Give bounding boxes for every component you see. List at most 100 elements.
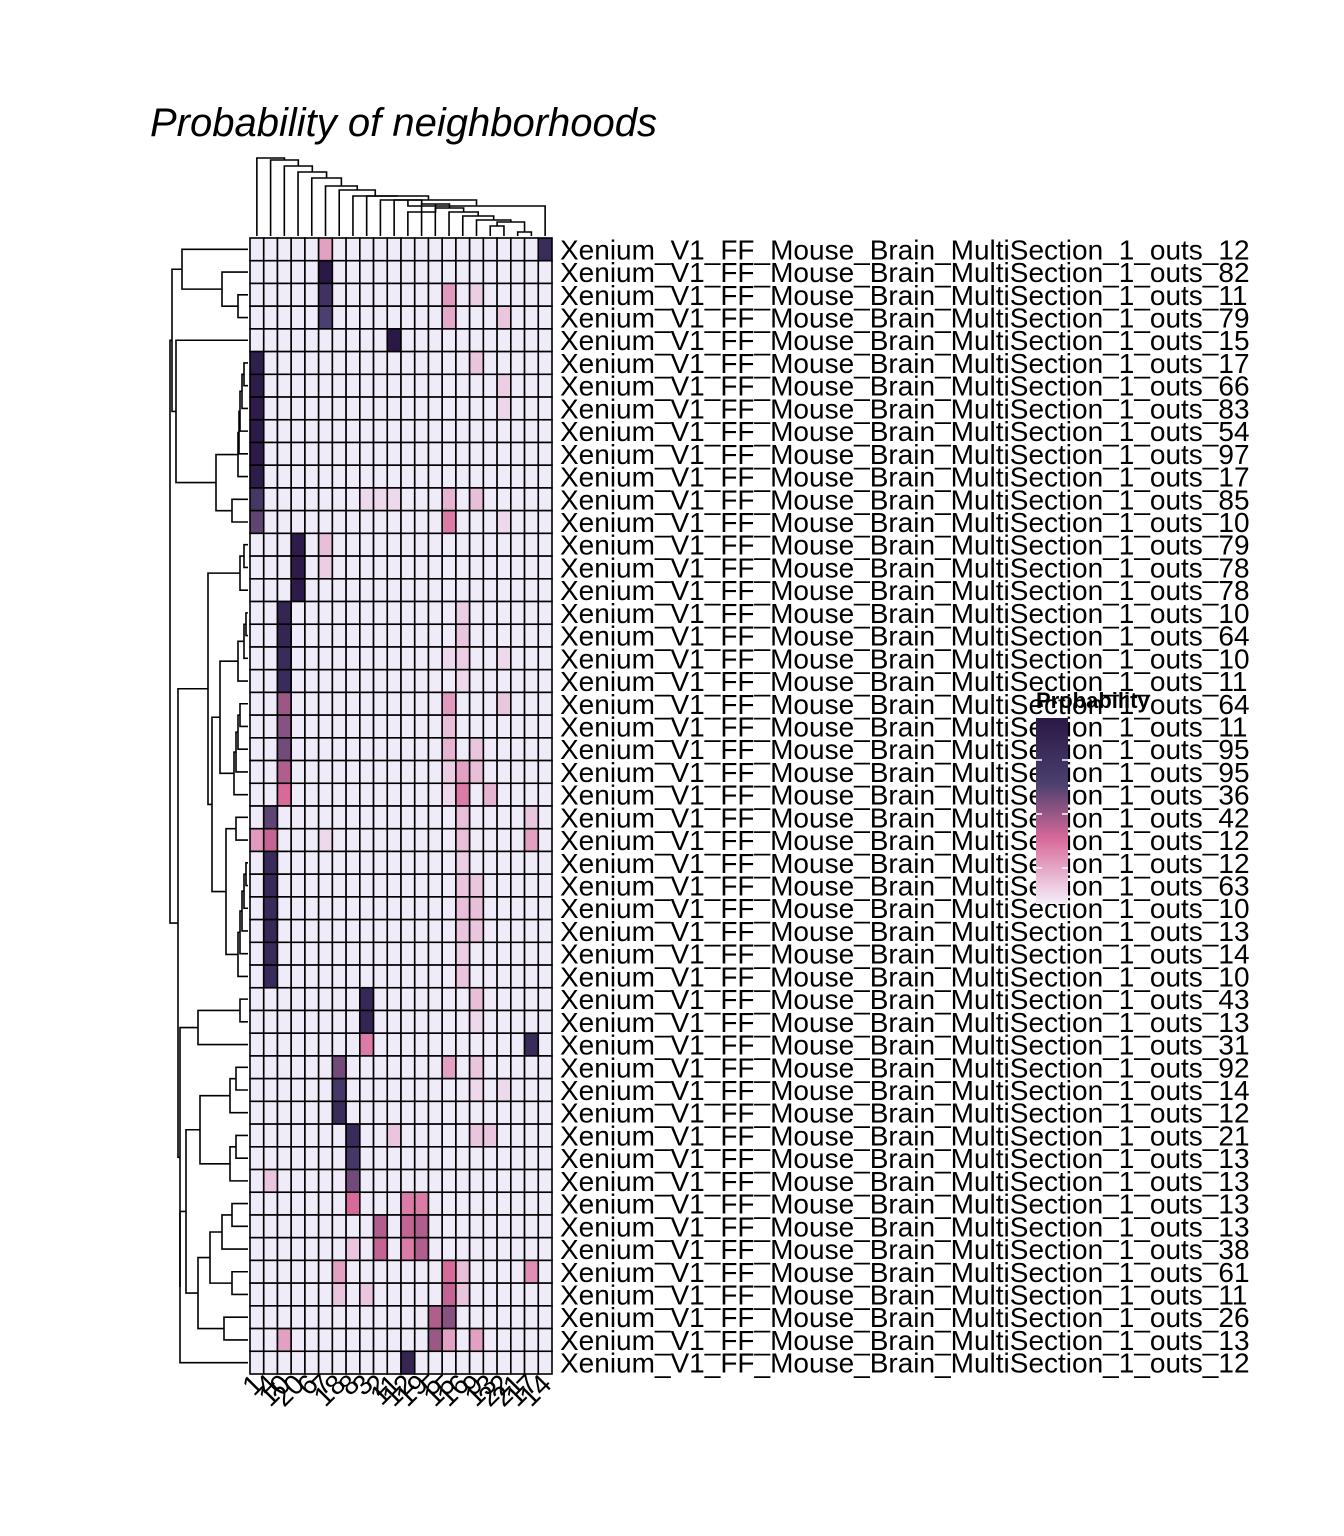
heatmap-cell	[276, 782, 292, 807]
heatmap-cell	[276, 1032, 292, 1057]
heatmap-cell	[276, 737, 292, 762]
heatmap-cell	[276, 873, 292, 898]
heatmap-cell	[249, 259, 265, 285]
heatmap-cell	[386, 805, 402, 830]
row-label: Xenium_V1_FF_Mouse_Brain_MultiSection_1_…	[560, 734, 1250, 765]
heatmap-cell	[427, 1305, 443, 1330]
heatmap-cell	[262, 487, 279, 512]
column-dendrogram-branch	[461, 215, 495, 236]
heatmap-cell	[455, 714, 471, 739]
heatmap-cell	[537, 805, 553, 830]
heatmap-cell	[386, 328, 402, 353]
heatmap-cell	[331, 896, 347, 921]
heatmap-cell	[262, 509, 279, 535]
heatmap-cell	[345, 1327, 361, 1353]
heatmap-cell	[441, 714, 457, 739]
heatmap-cell	[262, 805, 279, 830]
heatmap-cell	[537, 964, 553, 989]
heatmap-cell	[468, 850, 485, 875]
heatmap-cell	[413, 1282, 430, 1307]
heatmap-cell	[304, 918, 320, 944]
heatmap-cell	[523, 305, 540, 330]
heatmap-cell	[372, 1259, 389, 1284]
heatmap-cell	[317, 646, 334, 671]
heatmap-cell	[523, 487, 540, 512]
heatmap-cell	[413, 782, 430, 807]
heatmap-cell	[523, 1168, 540, 1194]
heatmap-cell	[455, 1236, 471, 1262]
heatmap-cell	[400, 487, 416, 512]
heatmap-cell	[262, 896, 279, 921]
heatmap-cell	[372, 805, 389, 830]
heatmap-cell	[523, 282, 540, 307]
heatmap-cell	[317, 918, 334, 944]
row-label: Xenium_V1_FF_Mouse_Brain_MultiSection_1_…	[560, 666, 1247, 697]
row-label: Xenium_V1_FF_Mouse_Brain_MultiSection_1_…	[560, 1030, 1250, 1061]
heatmap-cell	[290, 532, 306, 557]
heatmap-cell	[386, 282, 402, 307]
heatmap-cell	[290, 555, 306, 580]
heatmap-cell	[400, 577, 416, 603]
heatmap-cell	[304, 350, 320, 376]
heatmap-cell	[537, 577, 553, 603]
heatmap-cell	[262, 1305, 279, 1330]
heatmap-cell	[386, 759, 402, 785]
heatmap-cell	[537, 986, 553, 1012]
heatmap-cell	[523, 759, 540, 785]
heatmap-cell	[331, 328, 347, 353]
heatmap-cell	[290, 941, 306, 966]
heatmap-cell	[496, 759, 512, 785]
heatmap-cell	[317, 1327, 334, 1353]
column-dendrogram-branch	[365, 195, 430, 236]
heatmap-cell	[304, 600, 320, 626]
heatmap-cell	[482, 691, 498, 716]
heatmap-cell	[372, 282, 389, 307]
row-label: Xenium_V1_FF_Mouse_Brain_MultiSection_1_…	[560, 416, 1250, 447]
heatmap-cell	[345, 646, 361, 671]
heatmap-cell	[427, 396, 443, 421]
heatmap-cell	[345, 1259, 361, 1284]
heatmap-cell	[317, 1055, 334, 1080]
heatmap-cell	[359, 1191, 375, 1216]
heatmap-cell	[249, 1214, 265, 1239]
heatmap-cell	[262, 577, 279, 603]
heatmap-cell	[482, 805, 498, 830]
heatmap-cell	[359, 1236, 375, 1262]
heatmap-cell	[317, 1305, 334, 1330]
heatmap-cell	[317, 1146, 334, 1171]
row-label: Xenium_V1_FF_Mouse_Brain_MultiSection_1_…	[560, 757, 1250, 788]
heatmap-cell	[413, 1123, 430, 1148]
heatmap-cell	[317, 487, 334, 512]
heatmap-cell	[510, 805, 526, 830]
heatmap-cell	[290, 827, 306, 853]
heatmap-cell	[455, 509, 471, 535]
heatmap-cell	[290, 986, 306, 1012]
heatmap-cell	[427, 623, 443, 648]
heatmap-cell	[441, 1259, 457, 1284]
heatmap-cell	[413, 1305, 430, 1330]
heatmap-cell	[345, 600, 361, 626]
heatmap-cell	[317, 668, 334, 694]
heatmap-cell	[482, 941, 498, 966]
heatmap-cell	[455, 805, 471, 830]
heatmap-cell	[400, 1282, 416, 1307]
heatmap-cell	[455, 441, 471, 467]
heatmap-cell	[537, 1055, 553, 1080]
row-label: Xenium_V1_FF_Mouse_Brain_MultiSection_1_…	[560, 348, 1250, 379]
heatmap-cell	[386, 1146, 402, 1171]
heatmap-cell	[345, 1123, 361, 1148]
heatmap-cell	[400, 827, 416, 853]
heatmap-cell	[496, 259, 512, 285]
heatmap-cell	[290, 1077, 306, 1103]
heatmap-cell	[249, 487, 265, 512]
heatmap-cell	[290, 668, 306, 694]
heatmap-cell	[372, 759, 389, 785]
heatmap-cell	[359, 782, 375, 807]
heatmap-cell	[441, 1282, 457, 1307]
heatmap-cell	[276, 714, 292, 739]
heatmap-cell	[455, 577, 471, 603]
heatmap-cell	[523, 1055, 540, 1080]
heatmap-cell	[345, 441, 361, 467]
heatmap-cell	[537, 1077, 553, 1103]
heatmap-cell	[427, 941, 443, 966]
